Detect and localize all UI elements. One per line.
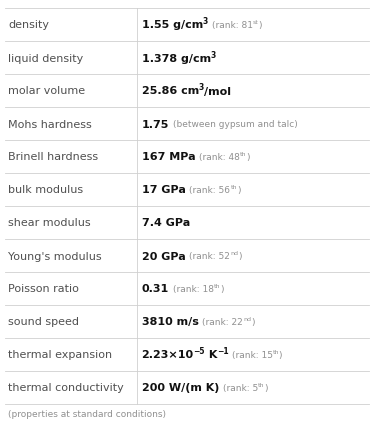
Text: 20 GPa: 20 GPa [141,251,185,261]
Text: molar volume: molar volume [8,86,85,96]
Text: ): ) [220,284,224,294]
Text: 25.86 cm: 25.86 cm [141,86,199,96]
Text: 167 MPa: 167 MPa [141,152,195,162]
Text: ): ) [265,383,268,392]
Text: Young's modulus: Young's modulus [8,251,102,261]
Text: bulk modulus: bulk modulus [8,185,83,195]
Text: th: th [258,383,265,388]
Text: th: th [214,284,220,289]
Text: 17 GPa: 17 GPa [141,185,186,195]
Text: 0.31: 0.31 [141,284,169,294]
Text: 3: 3 [199,83,204,92]
Text: (properties at standard conditions): (properties at standard conditions) [8,409,166,418]
Text: Mohs hardness: Mohs hardness [8,119,92,129]
Text: ): ) [251,317,255,326]
Text: 1.75: 1.75 [141,119,169,129]
Text: th: th [230,185,237,190]
Text: (rank: 81: (rank: 81 [212,21,253,30]
Text: sound speed: sound speed [8,317,79,327]
Text: ): ) [278,350,282,359]
Text: (rank: 48: (rank: 48 [199,153,240,161]
Text: nd: nd [230,251,238,256]
Text: (rank: 15: (rank: 15 [232,350,273,359]
Text: /mol: /mol [204,86,231,96]
Text: (rank: 5: (rank: 5 [223,383,258,392]
Text: 200 W/(m K): 200 W/(m K) [141,383,219,393]
Text: 3810 m/s: 3810 m/s [141,317,198,327]
Text: th: th [240,152,246,157]
Text: (rank: 22: (rank: 22 [202,317,243,326]
Text: 3: 3 [203,17,208,26]
Text: thermal conductivity: thermal conductivity [8,383,124,393]
Text: st: st [253,20,259,26]
Text: ): ) [259,21,262,30]
Text: shear modulus: shear modulus [8,218,91,228]
Text: nd: nd [243,317,251,322]
Text: 7.4 GPa: 7.4 GPa [141,218,190,228]
Text: density: density [8,20,49,30]
Text: liquid density: liquid density [8,53,83,63]
Text: −1: −1 [218,347,229,356]
Text: −5: −5 [194,347,205,356]
Text: 2.23×10: 2.23×10 [141,350,194,360]
Text: 1.55 g/cm: 1.55 g/cm [141,20,203,30]
Text: ): ) [246,153,250,161]
Text: 3: 3 [211,50,216,59]
Text: (rank: 18: (rank: 18 [173,284,214,294]
Text: ): ) [238,251,242,260]
Text: (rank: 56: (rank: 56 [189,186,230,195]
Text: thermal expansion: thermal expansion [8,350,112,360]
Text: th: th [273,350,280,355]
Text: Brinell hardness: Brinell hardness [8,152,98,162]
Text: (rank: 52: (rank: 52 [189,251,230,260]
Text: 1.378 g/cm: 1.378 g/cm [141,53,211,63]
Text: (between gypsum and talc): (between gypsum and talc) [173,120,298,129]
Text: ): ) [237,186,240,195]
Text: Poisson ratio: Poisson ratio [8,284,79,294]
Text: K: K [205,350,218,360]
